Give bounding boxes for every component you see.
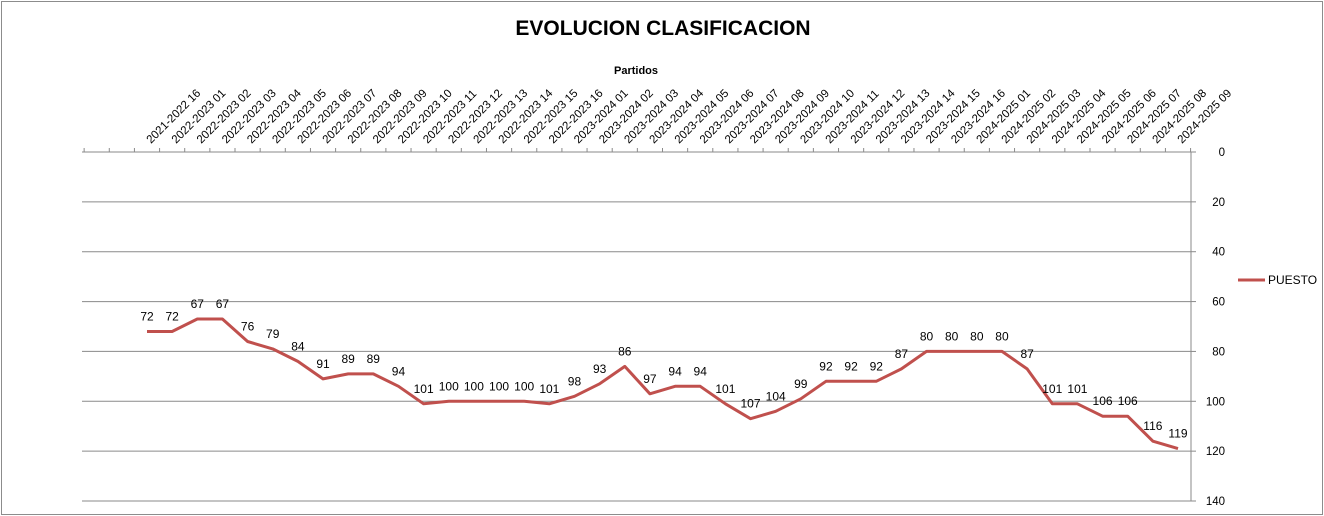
data-label: 89 [367,352,381,366]
data-label: 80 [995,329,1009,343]
data-label: 101 [1042,382,1062,396]
data-labels: 72 72 67 67 76 79 84 91 89 89 94 101 100 100 100 100 101… [140,297,1188,441]
data-label: 93 [593,362,607,376]
series-line-puesto [147,317,1179,451]
data-label: 119 [1168,427,1187,441]
data-label: 116 [1143,419,1162,433]
data-label: 94 [668,364,682,378]
data-label: 94 [392,364,406,378]
x-axis-title: Partidos [614,65,658,77]
data-label: 104 [766,389,786,403]
data-label: 101 [414,382,434,396]
y-axis-tick-labels: 0 20 40 60 80 100 120 140 [1206,147,1225,508]
data-label: 92 [819,359,833,373]
data-label: 101 [539,382,559,396]
data-label: 87 [895,347,909,361]
data-label: 89 [341,352,355,366]
data-label: 100 [439,379,459,393]
y-tick-label: 120 [1206,446,1225,458]
y-tick-label: 60 [1212,297,1225,309]
data-label: 97 [643,372,657,386]
data-label: 79 [266,327,280,341]
data-label: 99 [794,377,808,391]
data-label: 67 [191,297,205,311]
chart-title: EVOLUCION CLASIFICACION [515,17,810,40]
data-label: 100 [514,379,534,393]
data-label: 72 [165,309,179,323]
data-label: 106 [1093,394,1113,408]
y-tick-label: 0 [1219,147,1225,159]
data-label: 80 [970,329,984,343]
data-label: 80 [920,329,934,343]
y-tick-label: 40 [1212,247,1225,259]
data-label: 101 [715,382,735,396]
data-label: 98 [568,374,582,388]
y-tick-label: 20 [1212,197,1225,209]
y-tick-label: 100 [1206,396,1225,408]
y-tick-label: 80 [1212,346,1225,358]
data-label: 91 [316,357,330,371]
legend: PUESTO [1238,273,1317,287]
data-label: 106 [1118,394,1138,408]
gridlines [82,201,1191,502]
data-label: 84 [291,339,305,353]
data-label: 76 [241,319,255,333]
data-label: 86 [618,344,632,358]
series-lines [147,317,1179,451]
data-label: 100 [489,379,509,393]
data-label: 94 [694,364,708,378]
data-label: 101 [1067,382,1087,396]
data-label: 80 [945,329,959,343]
axes [82,148,1196,502]
data-label: 100 [464,379,484,393]
y-tick-label: 140 [1206,496,1225,508]
data-label: 107 [740,397,760,411]
data-label: 87 [1020,347,1034,361]
data-label: 92 [844,359,858,373]
data-label: 72 [140,309,154,323]
legend-label: PUESTO [1268,273,1317,287]
data-label: 67 [216,297,230,311]
data-label: 92 [870,359,884,373]
